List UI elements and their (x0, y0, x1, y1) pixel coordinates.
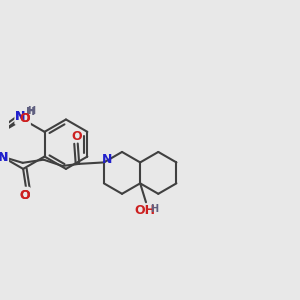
Text: N: N (15, 110, 26, 123)
Text: O: O (20, 112, 30, 125)
Text: H: H (150, 204, 158, 214)
Text: N: N (15, 110, 26, 123)
Text: O: O (19, 189, 30, 202)
Text: H: H (27, 106, 35, 116)
Text: O: O (71, 130, 82, 143)
Text: O: O (19, 189, 30, 202)
Text: OH: OH (134, 205, 155, 218)
Text: N: N (0, 152, 8, 164)
Text: H: H (26, 107, 35, 117)
Text: N: N (0, 152, 8, 164)
Text: N: N (102, 153, 112, 166)
Text: O: O (20, 112, 30, 125)
